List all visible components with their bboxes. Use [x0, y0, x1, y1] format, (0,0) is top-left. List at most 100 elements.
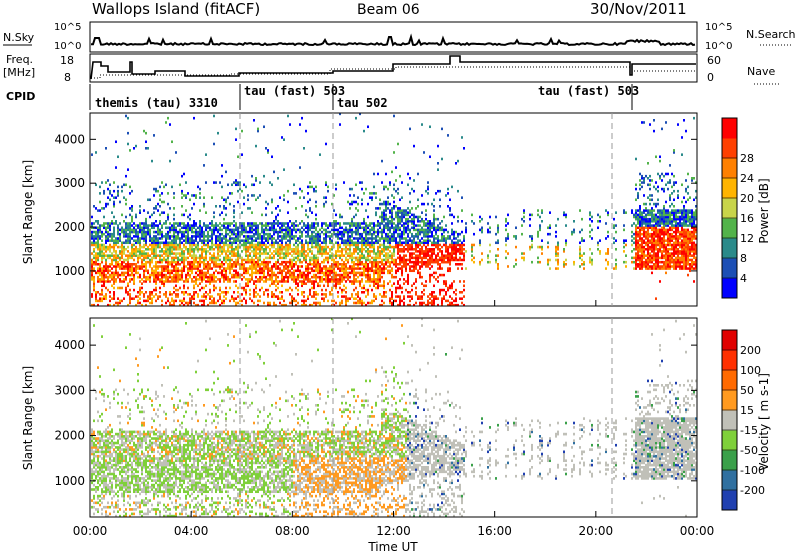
heatmap-cell — [335, 220, 337, 223]
heatmap-cell — [157, 202, 159, 206]
heatmap-cell — [91, 278, 93, 281]
heatmap-cell — [403, 213, 405, 217]
heatmap-cell — [161, 299, 163, 303]
heatmap-cell — [411, 269, 413, 273]
heatmap-cell — [351, 269, 353, 273]
heatmap-cell — [423, 256, 425, 260]
heatmap-cell — [109, 243, 111, 247]
heatmap-cell — [115, 254, 117, 257]
heatmap-cell — [397, 269, 399, 273]
heatmap-cell — [249, 241, 251, 245]
heatmap-cell — [269, 278, 271, 281]
heatmap-cell — [453, 256, 455, 260]
heatmap-cell — [457, 248, 459, 251]
heatmap-cell — [341, 258, 343, 262]
heatmap-cell — [389, 183, 391, 187]
heatmap-cell — [383, 295, 385, 298]
heatmap-cell — [185, 228, 187, 232]
heatmap-cell — [301, 189, 303, 193]
heatmap-cell — [257, 265, 259, 268]
heatmap-cell — [139, 267, 141, 270]
heatmap-cell — [243, 288, 245, 292]
heatmap-cell — [281, 284, 283, 288]
heatmap-cell — [271, 280, 273, 283]
heatmap-cell — [393, 258, 395, 262]
heatmap-cell — [211, 254, 213, 257]
heatmap-cell — [399, 237, 401, 240]
heatmap-cell — [439, 243, 441, 247]
heatmap-cell — [217, 243, 219, 247]
heatmap-cell — [281, 228, 283, 232]
heatmap-cell — [183, 293, 185, 296]
heatmap-cell — [399, 303, 401, 307]
heatmap-cell — [135, 213, 137, 217]
heatmap-cell — [175, 284, 177, 288]
heatmap-cell — [249, 278, 251, 281]
heatmap-cell — [431, 230, 433, 234]
heatmap-cell — [207, 241, 209, 245]
heatmap-cell — [127, 245, 129, 249]
heatmap-cell — [295, 269, 297, 273]
heatmap-cell — [419, 239, 421, 242]
heatmap-cell — [145, 278, 147, 281]
heatmap-cell — [369, 280, 371, 283]
heatmap-cell — [389, 228, 391, 232]
heatmap-cell — [385, 209, 387, 212]
heatmap-cell — [137, 301, 139, 305]
heatmap-cell — [203, 237, 205, 240]
heatmap-cell — [307, 273, 309, 277]
heatmap-cell — [399, 228, 401, 232]
heatmap-cell — [269, 222, 271, 225]
heatmap-cell — [323, 252, 325, 255]
heatmap-cell — [153, 275, 155, 279]
heatmap-cell — [287, 189, 289, 193]
heatmap-cell — [303, 295, 305, 298]
heatmap-cell — [121, 254, 123, 257]
heatmap-cell — [177, 288, 179, 292]
heatmap-cell — [215, 239, 217, 242]
heatmap-cell — [331, 248, 333, 251]
heatmap-cell — [225, 237, 227, 240]
heatmap-cell — [359, 112, 361, 116]
heatmap-cell — [281, 230, 283, 234]
heatmap-cell — [379, 237, 381, 240]
heatmap-cell — [407, 275, 409, 279]
heatmap-cell — [147, 226, 149, 230]
heatmap-cell — [191, 194, 193, 197]
heatmap-cell — [409, 299, 411, 303]
heatmap-cell — [417, 215, 419, 219]
heatmap-cell — [217, 271, 219, 275]
heatmap-cell — [271, 293, 273, 296]
heatmap-cell — [367, 273, 369, 277]
heatmap-cell — [379, 207, 381, 210]
heatmap-cell — [199, 248, 201, 251]
heatmap-cell — [393, 275, 395, 279]
heatmap-cell — [443, 230, 445, 234]
heatmap-cell — [155, 220, 157, 223]
heatmap-cell — [175, 263, 177, 266]
heatmap-cell — [313, 239, 315, 242]
heatmap-cell — [563, 263, 565, 266]
heatmap-cell — [235, 252, 237, 255]
heatmap-cell — [315, 245, 317, 249]
heatmap-cell — [171, 245, 173, 249]
heatmap-cell — [347, 252, 349, 255]
heatmap-cell — [471, 254, 473, 257]
heatmap-cell — [203, 286, 205, 290]
heatmap-cell — [403, 237, 405, 240]
heatmap-cell — [319, 235, 321, 238]
heatmap-cell — [341, 291, 343, 294]
heatmap-cell — [223, 226, 225, 230]
heatmap-cell — [247, 256, 249, 260]
heatmap-cell — [277, 213, 279, 217]
heatmap-cell — [285, 235, 287, 238]
heatmap-cell — [259, 269, 261, 273]
heatmap-cell — [369, 237, 371, 240]
heatmap-cell — [119, 258, 121, 262]
heatmap-cell — [175, 269, 177, 273]
heatmap-cell — [451, 185, 453, 189]
heatmap-cell — [153, 207, 155, 210]
heatmap-cell — [379, 293, 381, 296]
heatmap-cell — [359, 224, 361, 227]
heatmap-cell — [279, 250, 281, 253]
